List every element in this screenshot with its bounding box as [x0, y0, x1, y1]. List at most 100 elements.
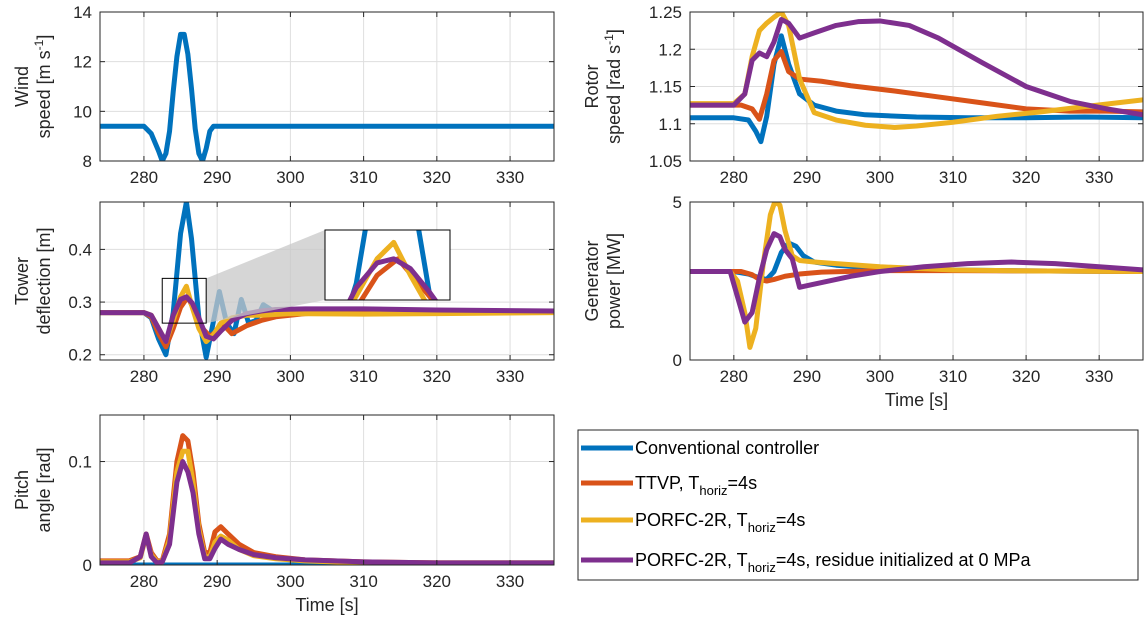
label-part: speed [rad s — [604, 45, 624, 144]
x-tick-label: 330 — [496, 572, 524, 591]
x-tick-label: 310 — [939, 168, 967, 187]
x-tick-label: 330 — [1085, 168, 1113, 187]
zoom-connector — [206, 230, 325, 324]
y-axis-label-line2: speed [rad s-1] — [602, 29, 624, 144]
x-tick-label: 280 — [720, 168, 748, 187]
plot-frame — [99, 414, 555, 566]
legend-suffix: =4s — [728, 473, 758, 493]
x-tick-label: 320 — [423, 168, 451, 187]
y-tick-label: 0.4 — [68, 240, 92, 259]
legend-label: TTVP, T — [635, 473, 699, 493]
y-axis-label-line2: deflection [m] — [34, 227, 54, 334]
x-tick-label: 330 — [496, 367, 524, 386]
y-tick-label: 1.15 — [649, 78, 682, 97]
y-tick-label: 0.3 — [68, 293, 92, 312]
series-line-ttvp — [690, 48, 1143, 122]
wind-speed-chart: 280 290 300 310 320 330 8 10 12 14 Wind speed [m s-… — [12, 3, 555, 187]
x-tick-label: 330 — [496, 168, 524, 187]
y-tick-label: 1.1 — [658, 115, 682, 134]
x-axis-label: Time [s] — [885, 390, 948, 410]
x-tick-label: 290 — [793, 168, 821, 187]
y-axis-label-line1: Tower — [12, 257, 32, 305]
y-tick-label: 1.05 — [649, 152, 682, 171]
legend-label: Conventional controller — [635, 438, 819, 458]
y-tick-label: 0 — [673, 351, 682, 370]
legend-entry-conventional: Conventional controller — [635, 438, 819, 458]
legend-subscript: horiz — [748, 560, 776, 575]
plot-frame — [99, 201, 555, 361]
legend-suffix: =4s, residue initialized at 0 MPa — [776, 550, 1032, 570]
zoom-source-box — [161, 277, 207, 324]
label-part: speed [m s — [34, 50, 54, 138]
x-tick-label: 310 — [349, 168, 377, 187]
legend-subscript: horiz — [748, 520, 776, 535]
y-axis-label-line1: Rotor — [582, 64, 602, 108]
y-tick-label: 0.2 — [68, 346, 92, 365]
legend-label: PORFC-2R, T — [635, 510, 748, 530]
y-tick-label: 10 — [73, 102, 92, 121]
series-line-porfc_res — [690, 231, 1143, 325]
x-tick-label: 310 — [349, 367, 377, 386]
tower-deflection-zoom-inset — [161, 229, 451, 324]
y-tick-label: 1.2 — [658, 40, 682, 59]
label-part: ] — [604, 29, 624, 34]
series-line-porfc_res — [100, 294, 554, 345]
series-line-porfc_res — [100, 459, 554, 565]
x-tick-label: 280 — [130, 367, 158, 386]
series-group — [100, 31, 554, 161]
x-tick-label: 290 — [203, 367, 231, 386]
legend-entry-ttvp: TTVP, Thoriz=4s — [635, 473, 757, 498]
x-tick-label: 320 — [423, 367, 451, 386]
series-group — [100, 433, 554, 565]
legend-box — [577, 429, 1139, 581]
y-tick-label: 0 — [83, 556, 92, 575]
label-part: ] — [34, 35, 54, 40]
x-tick-label: 310 — [939, 367, 967, 386]
x-tick-label: 330 — [1085, 367, 1113, 386]
series-group — [100, 202, 554, 360]
series-line-porfc_res — [690, 16, 1143, 118]
y-axis-label-line1: Pitch — [12, 470, 32, 510]
x-tick-label: 280 — [720, 367, 748, 386]
y-tick-label: 0.1 — [68, 453, 92, 472]
y-tick-label: 1.25 — [649, 3, 682, 22]
generator-power-chart: 280 290 300 310 320 330 0 5 Generator power [MW] T… — [582, 193, 1144, 410]
label-superscript: -1 — [602, 34, 616, 45]
x-tick-label: 320 — [1012, 168, 1040, 187]
pitch-angle-chart: 280 290 300 310 320 330 0 0.1 Pitch angle [rad] Ti… — [12, 414, 555, 615]
x-tick-label: 310 — [349, 572, 377, 591]
series-group — [690, 202, 1143, 350]
y-tick-label: 14 — [73, 3, 92, 22]
y-tick-label: 5 — [673, 193, 682, 212]
plot-frame — [689, 201, 1144, 361]
x-tick-label: 300 — [866, 168, 894, 187]
legend-entry-porfc_res: PORFC-2R, Thoriz=4s, residue initialized… — [635, 550, 1032, 575]
legend-suffix: =4s — [776, 510, 806, 530]
x-tick-label: 280 — [130, 168, 158, 187]
legend-label: PORFC-2R, T — [635, 550, 748, 570]
label-superscript: -1 — [32, 39, 46, 50]
series-line-porfc — [690, 12, 1143, 130]
y-axis-label-line2: angle [rad] — [34, 447, 54, 532]
legend-subscript: horiz — [699, 483, 727, 498]
x-tick-label: 300 — [276, 168, 304, 187]
plot-frame — [99, 11, 555, 162]
y-axis-label-line1: Generator — [582, 240, 602, 321]
legend-entry-porfc: PORFC-2R, Thoriz=4s — [635, 510, 805, 535]
x-tick-label: 300 — [276, 572, 304, 591]
y-tick-label: 12 — [73, 53, 92, 72]
series-line-conventional — [100, 31, 554, 161]
y-axis-label-line2: speed [m s-1] — [32, 35, 54, 139]
x-tick-label: 300 — [276, 367, 304, 386]
y-tick-label: 8 — [83, 152, 92, 171]
x-tick-label: 320 — [423, 572, 451, 591]
x-tick-label: 280 — [130, 572, 158, 591]
y-axis-label-line1: Wind — [12, 66, 32, 107]
y-axis-label-line2: power [MW] — [604, 233, 624, 329]
x-axis-label: Time [s] — [295, 595, 358, 615]
x-tick-label: 300 — [866, 367, 894, 386]
inset-frame — [324, 229, 451, 301]
x-tick-label: 320 — [1012, 367, 1040, 386]
